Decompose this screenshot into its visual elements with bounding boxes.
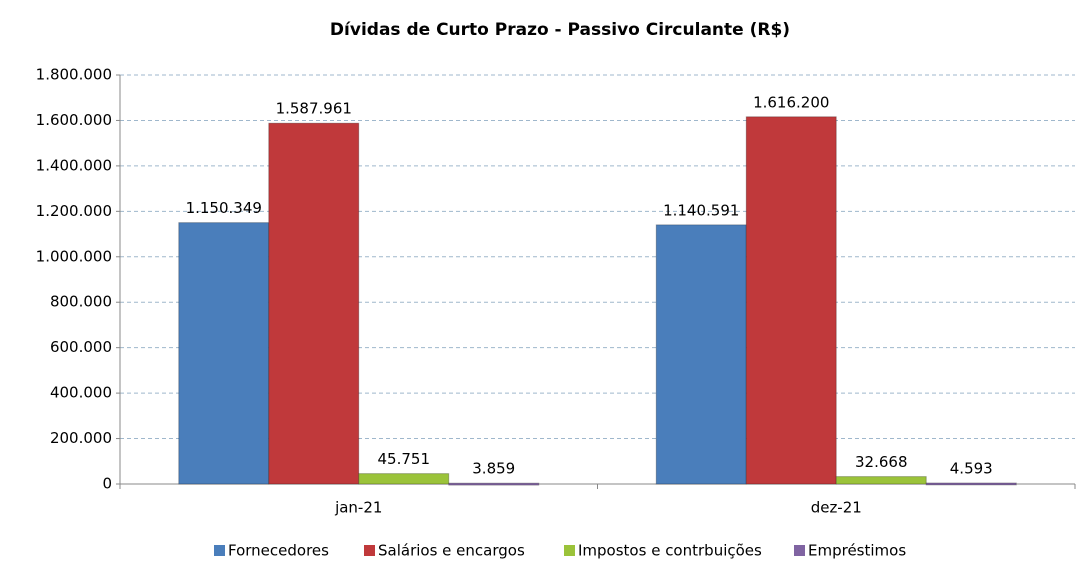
y-tick-label: 1.000.000: [36, 247, 112, 265]
y-tick-label: 800.000: [50, 293, 112, 311]
bar: [835, 476, 927, 485]
x-tick-label: dez-21: [811, 499, 862, 517]
legend-swatch: [364, 545, 375, 556]
legend-label: Salários e encargos: [378, 542, 525, 560]
y-tick-label: 400.000: [50, 384, 112, 402]
y-tick-label: 0: [102, 475, 112, 493]
y-tick-label: 200.000: [50, 429, 112, 447]
legend-label: Fornecedores: [228, 542, 329, 560]
legend-swatch: [564, 545, 575, 556]
y-tick-label: 1.800.000: [36, 66, 112, 84]
value-label: 1.587.961: [276, 100, 352, 118]
value-label: 45.751: [378, 450, 431, 468]
bar: [358, 473, 450, 485]
y-tick-label: 1.400.000: [36, 156, 112, 174]
legend-label: Impostos e contrbuições: [578, 542, 762, 560]
y-tick-label: 1.600.000: [36, 111, 112, 129]
value-label: 4.593: [950, 459, 993, 477]
value-label: 3.859: [472, 460, 515, 478]
value-label: 1.140.591: [663, 201, 739, 219]
legend-swatch: [794, 545, 805, 556]
chart-title: Dívidas de Curto Prazo - Passivo Circula…: [330, 20, 790, 40]
bar: [178, 222, 270, 485]
bar: [448, 482, 540, 486]
x-tick-label: jan-21: [334, 499, 382, 517]
bar: [745, 116, 837, 485]
bar: [655, 224, 747, 485]
value-label: 32.668: [855, 453, 908, 471]
y-tick-label: 1.200.000: [36, 202, 112, 220]
bar: [268, 122, 360, 485]
value-label: 1.150.349: [186, 199, 262, 217]
bar: [925, 482, 1017, 486]
legend-swatch: [214, 545, 225, 556]
y-tick-label: 600.000: [50, 338, 112, 356]
legend-label: Empréstimos: [808, 542, 906, 560]
value-label: 1.616.200: [753, 93, 829, 111]
